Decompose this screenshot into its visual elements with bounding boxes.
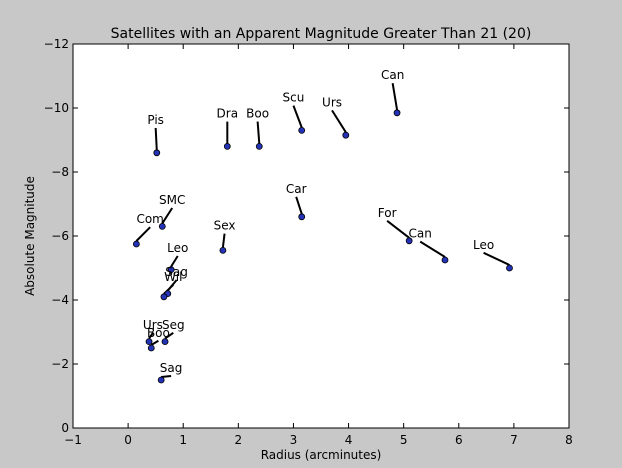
leader-line	[295, 196, 303, 215]
point-label: Urs	[322, 95, 342, 109]
leader-line	[150, 339, 159, 346]
point-label: For	[378, 206, 397, 220]
x-tick-label: 6	[455, 433, 463, 447]
data-point	[145, 338, 153, 346]
y-tick-label: −2	[51, 357, 69, 371]
data-point	[255, 142, 263, 150]
point-label: SMC	[159, 193, 185, 207]
point-label: Urs	[143, 318, 163, 332]
x-tick-label: 3	[290, 433, 298, 447]
point-label: Com	[136, 212, 163, 226]
leader-line	[221, 233, 226, 248]
x-axis-label: Radius (arcminutes)	[261, 448, 382, 462]
data-point	[147, 344, 155, 352]
point-label: Pis	[147, 113, 164, 127]
data-point	[298, 213, 306, 221]
point-label: Wil	[164, 270, 182, 284]
data-point	[167, 266, 175, 274]
point-label: Boo	[147, 326, 170, 340]
point-label: Dra	[217, 107, 239, 121]
leader-lines	[135, 83, 510, 378]
point-label: Can	[409, 227, 432, 241]
leader-line	[331, 109, 347, 133]
leader-line	[419, 240, 446, 258]
y-axis-label: Absolute Magnitude	[23, 176, 37, 296]
data-point	[160, 293, 168, 301]
point-label: Leo	[167, 241, 188, 255]
data-point	[219, 246, 227, 254]
data-point	[506, 264, 513, 272]
leader-line	[292, 105, 303, 128]
x-tick-label: 7	[510, 433, 518, 447]
leader-line	[154, 127, 158, 150]
leader-line	[164, 331, 174, 340]
x-tick-label: 5	[400, 433, 408, 447]
y-tick-label: −10	[44, 101, 69, 115]
data-point	[342, 131, 350, 139]
point-label: Can	[381, 68, 404, 82]
leader-line	[483, 251, 510, 266]
leader-line	[170, 255, 179, 268]
leader-line	[391, 83, 399, 110]
y-tick-label: −8	[51, 165, 69, 179]
data-point	[132, 240, 140, 248]
data-point	[161, 338, 169, 346]
data-point	[298, 126, 306, 134]
leader-line	[135, 226, 151, 242]
point-label: Sex	[214, 219, 236, 233]
data-point	[405, 237, 413, 245]
chart-title: Satellites with an Apparent Magnitude Gr…	[111, 26, 532, 42]
point-label: Scu	[283, 91, 305, 105]
y-tick-label: −6	[51, 229, 69, 243]
point-labels: Pis Dra Boo Scu Urs Can Com SMC Sex Car For Can Leo L…	[136, 68, 494, 375]
y-tick-label: −4	[51, 293, 69, 307]
data-points	[132, 109, 513, 384]
x-tick-label: 1	[179, 433, 187, 447]
leader-line	[161, 207, 174, 224]
x-tick-label: 4	[345, 433, 353, 447]
leader-line	[148, 332, 154, 340]
x-axis-ticks: −1 0 1 2 3 4 5 6 7 8	[64, 44, 573, 447]
data-point	[223, 142, 231, 150]
plot-area	[72, 43, 570, 429]
leader-line	[161, 375, 172, 378]
y-tick-label: −12	[44, 37, 69, 51]
point-label: Car	[286, 182, 307, 196]
point-label: Sag	[165, 265, 188, 279]
x-tick-label: 0	[124, 433, 132, 447]
x-tick-label: 8	[565, 433, 573, 447]
leader-line	[256, 121, 261, 144]
point-label: Sag	[160, 361, 183, 375]
data-point	[393, 109, 401, 117]
data-point	[441, 256, 449, 264]
x-tick-label: 2	[235, 433, 243, 447]
y-axis-ticks: 0 −2 −4 −6 −8 −10 −12	[44, 37, 569, 435]
data-point	[157, 376, 165, 384]
data-point	[153, 149, 161, 157]
x-tick-label: −1	[64, 433, 82, 447]
leader-line	[386, 220, 410, 239]
point-label: Seg	[162, 318, 185, 332]
y-tick-label: 0	[61, 421, 69, 435]
point-label: Boo	[246, 107, 269, 121]
point-label: Leo	[473, 238, 494, 252]
data-point	[158, 222, 166, 230]
